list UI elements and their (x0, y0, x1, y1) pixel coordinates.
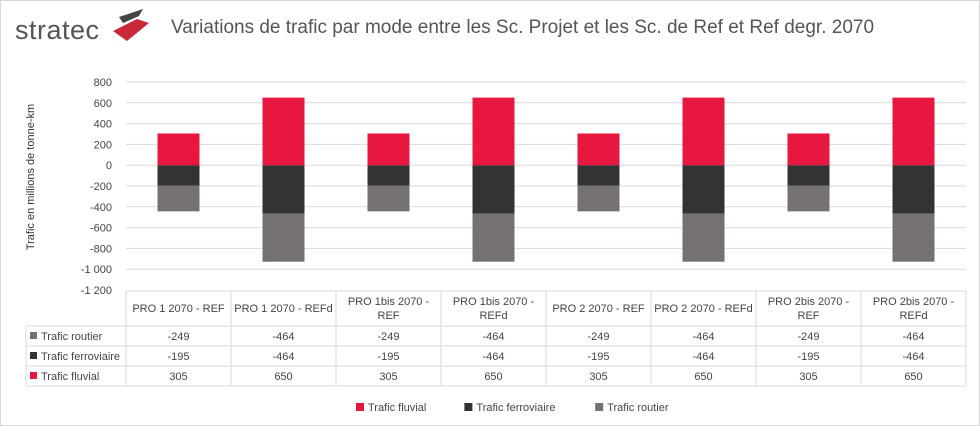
legend-key (30, 332, 37, 339)
y-tick-label: -1 000 (81, 264, 112, 276)
bar-trafic-routier (787, 185, 830, 212)
bar-trafic-fluvial (472, 97, 515, 166)
y-tick-label: -200 (90, 181, 112, 193)
legend-key (30, 372, 37, 379)
bar-trafic-routier (682, 213, 725, 262)
table-cell: -249 (797, 331, 819, 343)
x-category-label: PRO 1 2070 - REF (132, 303, 225, 315)
bar-trafic-ferroviaire (787, 165, 830, 186)
bar-trafic-fluvial (367, 133, 410, 166)
legend-key (30, 352, 37, 359)
table-cell: -464 (902, 331, 924, 343)
bar-trafic-ferroviaire (682, 165, 725, 214)
legend-label: Trafic fluvial (368, 402, 426, 414)
table-cell: -249 (587, 331, 609, 343)
table-row-label: Trafic routier (41, 331, 103, 343)
y-tick-label: 200 (94, 139, 112, 151)
stratec-logo: stratec (15, 15, 100, 45)
bar-trafic-ferroviaire (262, 165, 305, 214)
bar-trafic-routier (472, 213, 515, 262)
legend-swatch (356, 403, 364, 411)
x-category-label: PRO 1bis 2070 -REFd (453, 296, 535, 322)
table-cell: -464 (272, 351, 294, 363)
table-cell: 650 (904, 371, 922, 383)
bar-trafic-ferroviaire (367, 165, 410, 186)
table-cell: 305 (379, 371, 397, 383)
table-cell: -249 (167, 331, 189, 343)
bar-trafic-fluvial (157, 133, 200, 166)
chart-title: Variations de trafic par mode entre les … (171, 17, 875, 38)
table-cell: 305 (589, 371, 607, 383)
table-cell: -464 (272, 331, 294, 343)
y-tick-label: -800 (90, 243, 112, 255)
x-category-label: PRO 2 2070 - REFd (654, 303, 752, 315)
y-tick-label: -600 (90, 223, 112, 235)
x-category-label: PRO 2bis 2070 -REF (768, 296, 850, 322)
legend-swatch (595, 403, 604, 411)
bar-trafic-fluvial (682, 97, 725, 166)
y-tick-label: 0 (106, 160, 112, 172)
bar-trafic-fluvial (577, 133, 620, 166)
bar-trafic-routier (157, 185, 200, 212)
table-row-label: Trafic fluvial (41, 371, 99, 383)
legend-label: Trafic ferroviaire (476, 402, 555, 414)
y-tick-label: 600 (94, 98, 112, 110)
bar-trafic-ferroviaire (157, 165, 200, 186)
bar-trafic-routier (577, 185, 620, 212)
y-tick-label: -1 200 (81, 285, 112, 297)
table-cell: -249 (377, 331, 399, 343)
x-category-label: PRO 1bis 2070 -REF (348, 296, 430, 322)
bar-trafic-fluvial (262, 97, 305, 166)
logo-mark-icon (113, 9, 149, 41)
bar-trafic-routier (367, 185, 410, 212)
table-cell: -464 (902, 351, 924, 363)
table-cell: -195 (377, 351, 399, 363)
table-cell: -195 (587, 351, 609, 363)
bar-trafic-ferroviaire (892, 165, 935, 214)
x-category-label: PRO 2 2070 - REF (552, 303, 645, 315)
y-tick-label: 400 (94, 119, 112, 131)
y-tick-label: -400 (90, 202, 112, 214)
table-row-label: Trafic ferroviaire (41, 351, 120, 363)
legend-label: Trafic routier (607, 402, 669, 414)
table-cell: 305 (799, 371, 817, 383)
x-category-label: PRO 2bis 2070 -REFd (873, 296, 955, 322)
y-tick-label: 800 (94, 77, 112, 89)
table-cell: -464 (482, 331, 504, 343)
table-cell: 305 (169, 371, 187, 383)
table-cell: 650 (484, 371, 502, 383)
bar-trafic-fluvial (787, 133, 830, 166)
legend-swatch (464, 403, 473, 411)
x-category-label: PRO 1 2070 - REFd (234, 303, 332, 315)
table-cell: 650 (274, 371, 292, 383)
table-cell: -464 (692, 331, 714, 343)
table-cell: -195 (797, 351, 819, 363)
table-cell: -195 (167, 351, 189, 363)
table-cell: -464 (692, 351, 714, 363)
bar-trafic-ferroviaire (472, 165, 515, 214)
bar-trafic-routier (262, 213, 305, 262)
bar-trafic-fluvial (892, 97, 935, 166)
table-cell: -464 (482, 351, 504, 363)
table-cell: 650 (694, 371, 712, 383)
bar-trafic-routier (892, 213, 935, 262)
bar-trafic-ferroviaire (577, 165, 620, 186)
